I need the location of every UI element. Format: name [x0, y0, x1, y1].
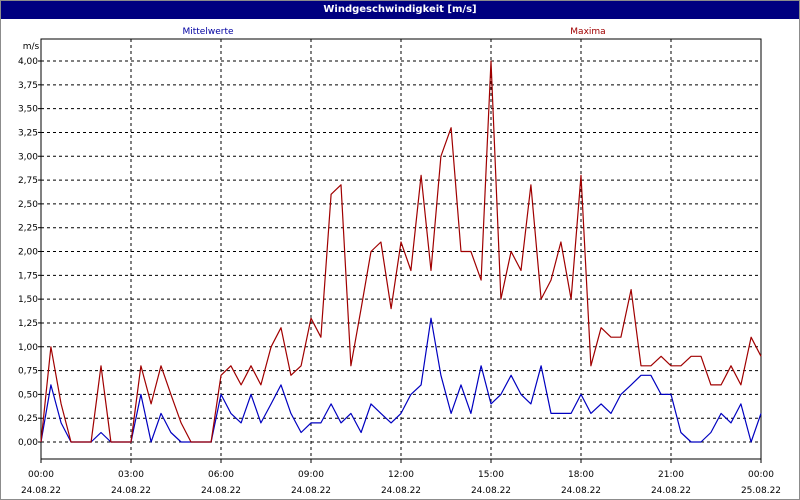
y-tick-label: 4,00	[18, 57, 38, 67]
y-tick-label: 0,75	[18, 367, 38, 377]
y-tick-label: 2,00	[18, 248, 38, 258]
x-tick-time-label: 12:00	[388, 470, 414, 480]
y-axis-label: m/s	[23, 42, 40, 52]
x-tick-date-label: 24.08.22	[21, 486, 61, 496]
x-tick-time-label: 00:00	[748, 470, 774, 480]
y-tick-label: 1,25	[18, 319, 38, 329]
y-axis: 0,00 0,25 0,50 0,75 1,00 1,25 1,50 1,75 2,00 2,25…	[18, 57, 41, 448]
y-tick-label: 3,00	[18, 152, 38, 162]
x-axis: 00:00 24.08.22 03:00 24.08.22 06:00 24.08.22 0…	[21, 459, 781, 496]
y-tick-label: 2,25	[18, 224, 38, 234]
x-tick-time-label: 06:00	[208, 470, 234, 480]
x-tick-date-label: 24.08.22	[651, 486, 691, 496]
x-tick-time-label: 21:00	[658, 470, 684, 480]
y-tick-label: 2,75	[18, 176, 38, 186]
x-tick-time-label: 03:00	[118, 470, 144, 480]
y-tick-label: 0,00	[18, 438, 38, 448]
window-title: Windgeschwindigkeit [m/s]	[1, 1, 799, 19]
x-tick-time-label: 18:00	[568, 470, 594, 480]
y-tick-label: 3,25	[18, 128, 38, 138]
x-tick-date-label: 24.08.22	[561, 486, 601, 496]
grid	[41, 39, 761, 459]
series-line-maxima	[40, 60, 762, 443]
x-tick-date-label: 24.08.22	[471, 486, 511, 496]
legend-maxima: Maxima	[570, 27, 605, 37]
x-tick-time-label: 09:00	[298, 470, 324, 480]
y-tick-label: 1,50	[18, 295, 38, 305]
y-tick-label: 1,75	[18, 271, 38, 281]
x-tick-date-label: 24.08.22	[201, 486, 241, 496]
series-line-mittelwerte	[40, 317, 762, 443]
y-tick-label: 0,50	[18, 390, 38, 400]
x-tick-date-label: 24.08.22	[291, 486, 331, 496]
x-tick-time-label: 15:00	[478, 470, 504, 480]
y-tick-label: 0,25	[18, 414, 38, 424]
x-tick-date-label: 24.08.22	[111, 486, 151, 496]
y-tick-label: 3,50	[18, 105, 38, 115]
x-tick-date-label: 25.08.22	[741, 486, 781, 496]
y-tick-label: 1,00	[18, 343, 38, 353]
legend-mittelwerte: Mittelwerte	[182, 27, 233, 37]
y-tick-label: 3,75	[18, 81, 38, 91]
x-tick-time-label: 00:00	[28, 470, 54, 480]
y-tick-label: 2,50	[18, 200, 38, 210]
series-lines	[40, 60, 762, 443]
x-tick-date-label: 24.08.22	[381, 486, 421, 496]
